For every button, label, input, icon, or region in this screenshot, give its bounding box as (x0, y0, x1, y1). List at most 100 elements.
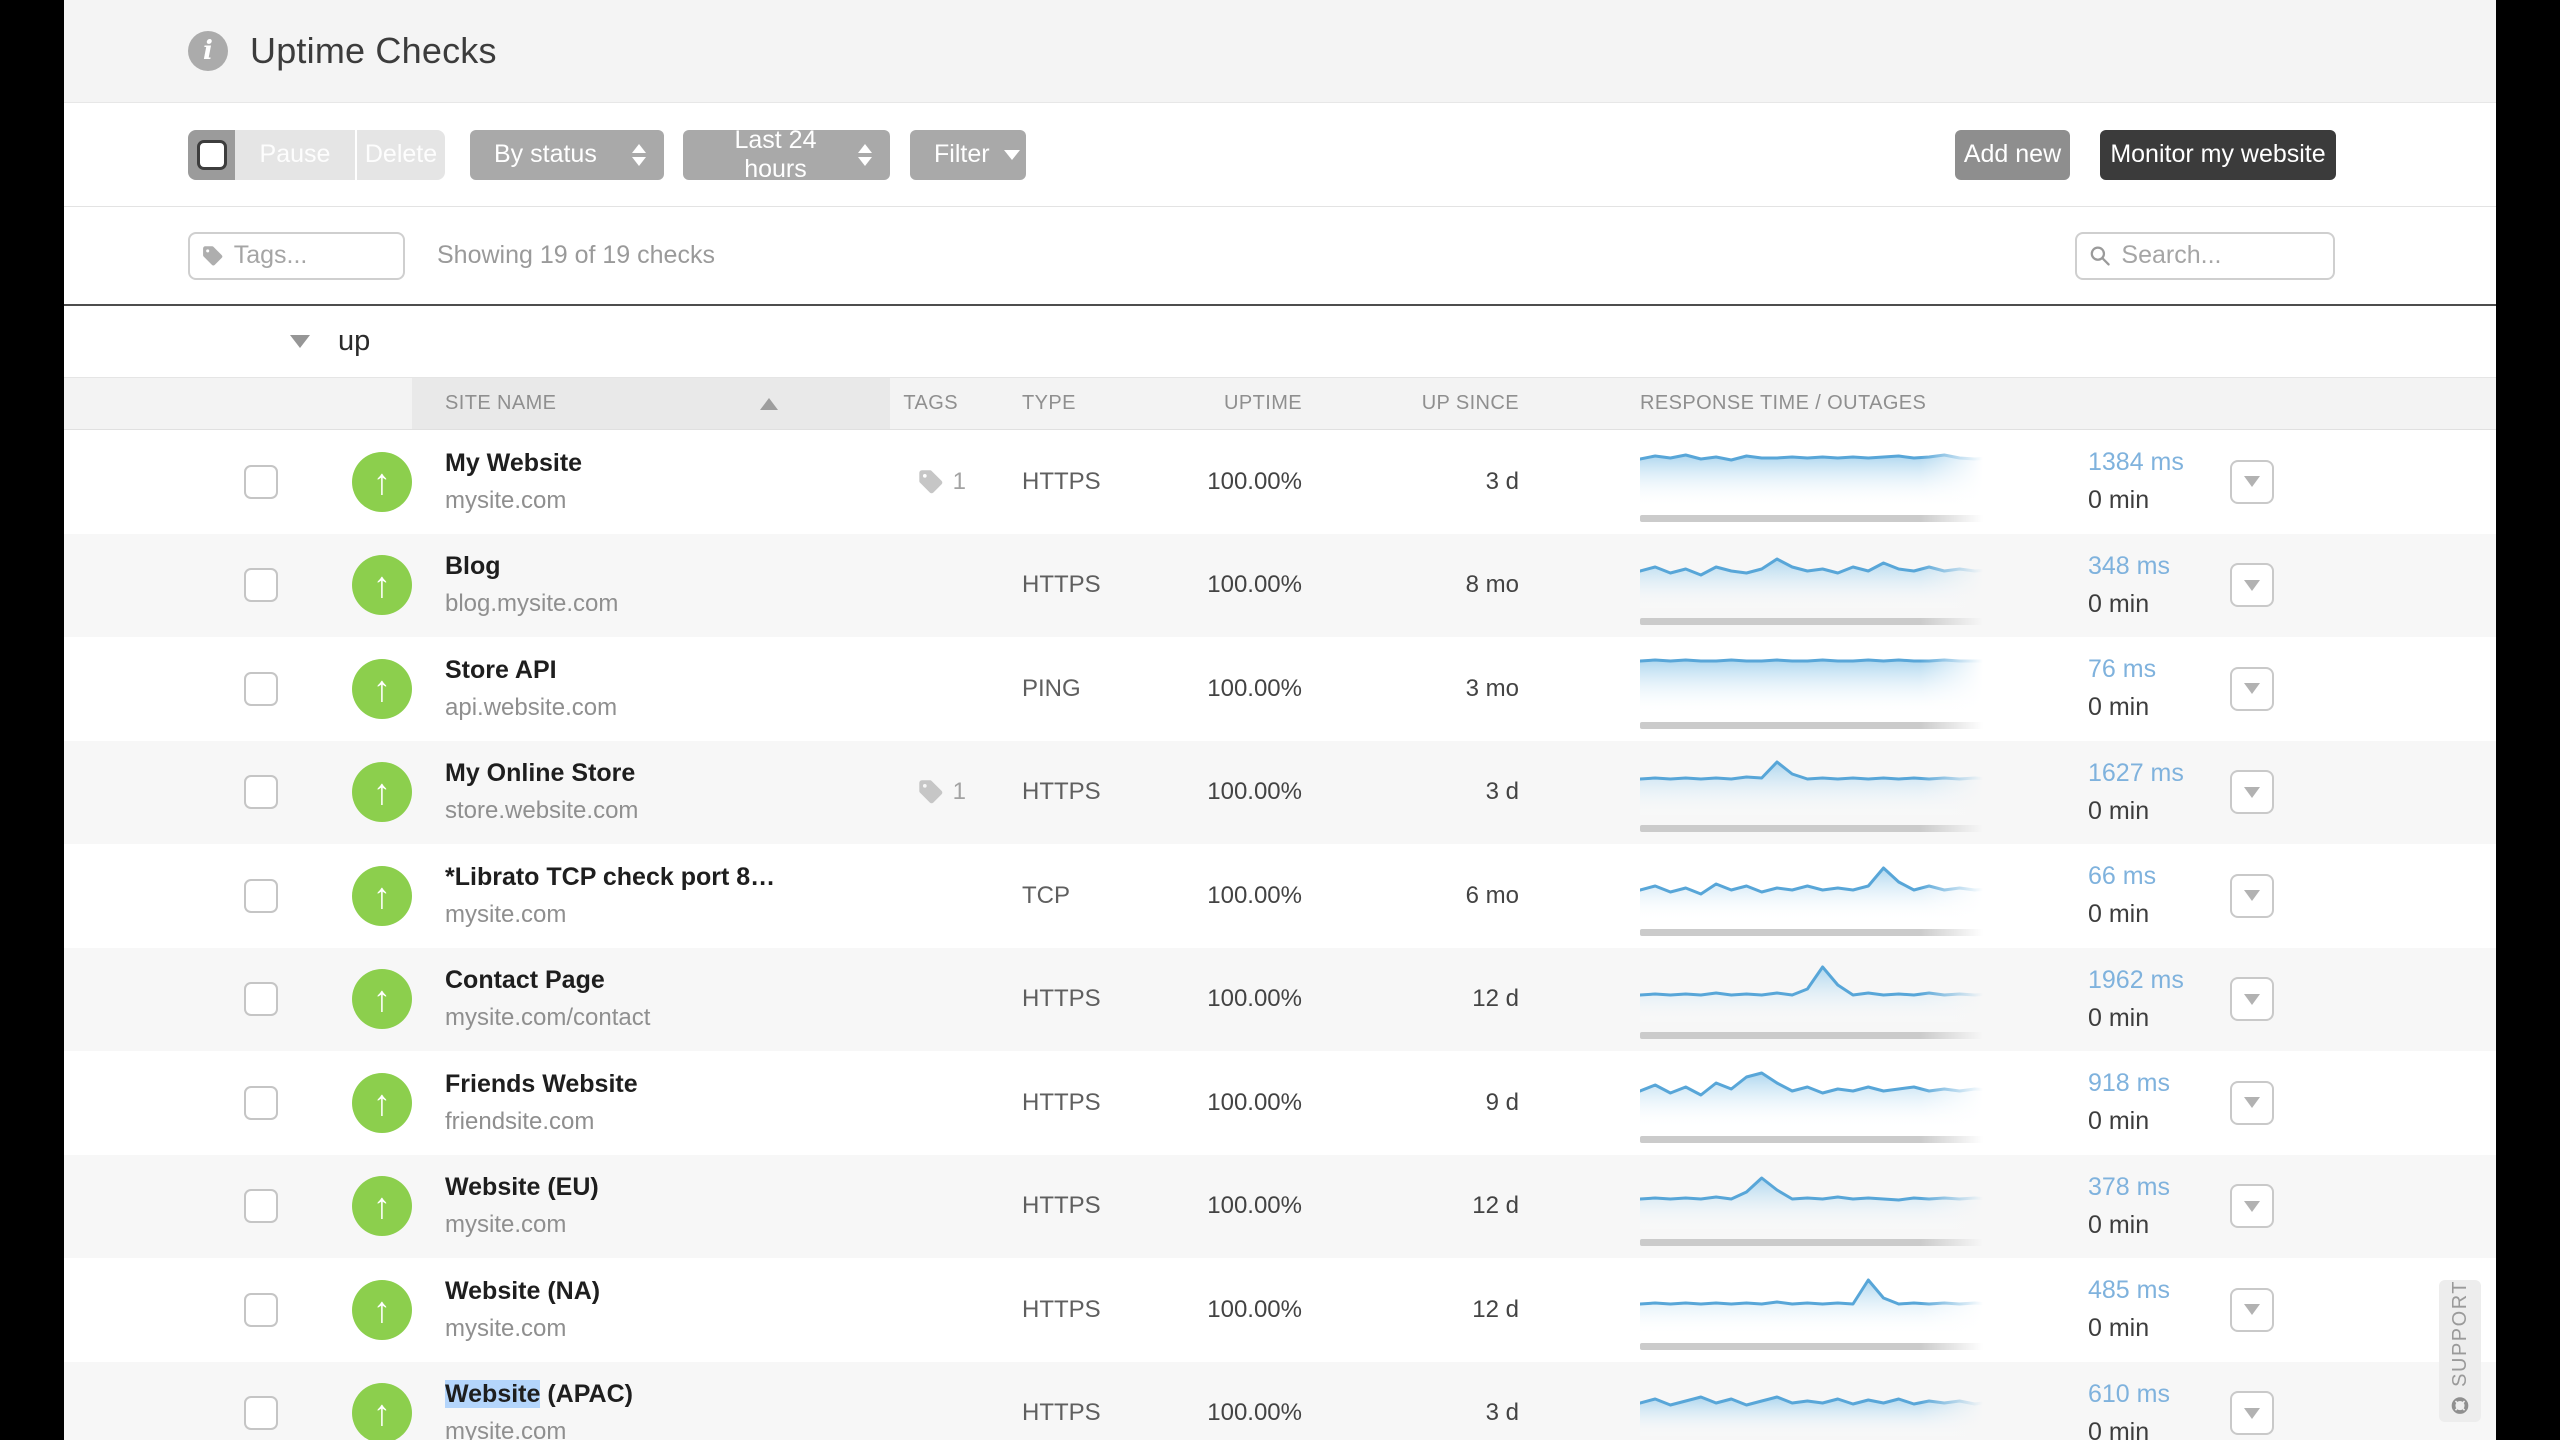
row-actions-dropdown[interactable] (2230, 1184, 2274, 1229)
collapse-group-icon[interactable] (290, 335, 310, 348)
column-header-site-name[interactable]: SITE NAME (412, 378, 890, 429)
row-checkbox[interactable] (244, 878, 278, 913)
column-header-up-since[interactable]: UP SINCE (1421, 392, 1519, 414)
title-bar: i Uptime Checks (64, 0, 2496, 103)
site-name-cell[interactable]: Contact Page mysite.com/contact (412, 966, 890, 1032)
status-up-icon: ↑ (352, 658, 412, 719)
check-type: HTTPS (1022, 1399, 1101, 1427)
column-header-uptime[interactable]: UPTIME (1224, 392, 1302, 414)
row-actions-dropdown[interactable] (2230, 1080, 2274, 1125)
site-name[interactable]: Friends Website (445, 1069, 638, 1098)
add-new-button[interactable]: Add new (1955, 129, 2070, 180)
site-name[interactable]: My Online Store (445, 759, 636, 788)
site-domain: mysite.com (445, 900, 567, 928)
site-name[interactable]: Website (APAC) (445, 1380, 633, 1409)
column-header-response-time[interactable]: RESPONSE TIME / OUTAGES (1640, 392, 1927, 414)
row-actions-dropdown[interactable] (2230, 459, 2274, 504)
row-checkbox[interactable] (244, 775, 278, 810)
site-name-cell[interactable]: My Website mysite.com (412, 449, 890, 515)
chart-fade-overlay (1920, 750, 1994, 835)
chart-fade-overlay (1920, 543, 1994, 628)
response-time-value[interactable]: 1384 ms (2088, 448, 2184, 477)
site-name-cell[interactable]: Website (EU) mysite.com (412, 1173, 890, 1239)
row-checkbox[interactable] (244, 1189, 278, 1224)
response-time-chart[interactable] (1640, 1164, 1994, 1249)
response-time-value[interactable]: 378 ms (2088, 1172, 2170, 1201)
response-time-chart[interactable] (1640, 1060, 1994, 1145)
response-cell: 918 ms 0 min (1990, 1069, 2230, 1136)
site-name-cell[interactable]: Website (NA) mysite.com (412, 1277, 890, 1343)
site-name-cell[interactable]: Blog blog.mysite.com (412, 552, 890, 618)
outage-bar (1640, 1239, 1990, 1247)
site-name[interactable]: Website (EU) (445, 1173, 599, 1202)
pause-button[interactable]: Pause (235, 129, 355, 180)
response-time-chart[interactable] (1640, 957, 1994, 1042)
status-up-icon: ↑ (352, 555, 412, 616)
delete-button[interactable]: Delete (355, 129, 445, 180)
tag-icon (918, 780, 942, 804)
site-name-cell[interactable]: My Online Store store.website.com (412, 759, 890, 825)
tags-input[interactable] (233, 241, 393, 270)
chevron-down-icon (2244, 993, 2260, 1005)
select-all-segment[interactable] (188, 129, 235, 180)
row-checkbox[interactable] (244, 671, 278, 706)
chart-fade-overlay (1920, 1060, 1994, 1145)
site-name-cell[interactable]: *Librato TCP check port 8… mysite.com (412, 863, 890, 929)
row-actions-dropdown[interactable] (2230, 977, 2274, 1022)
site-name-cell[interactable]: Friends Website friendsite.com (412, 1070, 890, 1136)
info-icon[interactable]: i (188, 31, 228, 71)
response-time-value[interactable]: 348 ms (2088, 551, 2170, 580)
row-checkbox[interactable] (244, 1292, 278, 1327)
site-name[interactable]: Store API (445, 655, 557, 684)
column-header-type[interactable]: TYPE (1022, 392, 1076, 414)
status-up-icon: ↑ (352, 1176, 412, 1237)
response-time-value[interactable]: 485 ms (2088, 1276, 2170, 1305)
monitor-my-website-button[interactable]: Monitor my website (2100, 129, 2336, 180)
row-actions-dropdown[interactable] (2230, 1391, 2274, 1436)
row-actions-dropdown[interactable] (2230, 1287, 2274, 1332)
response-time-chart[interactable] (1640, 1371, 1994, 1440)
row-actions-dropdown[interactable] (2230, 666, 2274, 711)
response-time-chart[interactable] (1640, 750, 1994, 835)
response-time-value[interactable]: 76 ms (2088, 655, 2157, 684)
row-checkbox[interactable] (244, 982, 278, 1017)
row-actions-dropdown[interactable] (2230, 563, 2274, 608)
search-input-box[interactable] (2075, 231, 2335, 280)
site-name[interactable]: Blog (445, 552, 501, 581)
support-tab[interactable]: SUPPORT (2439, 1280, 2481, 1422)
tags-input-box[interactable] (188, 231, 405, 280)
response-time-value[interactable]: 1627 ms (2088, 758, 2184, 787)
column-header-tags[interactable]: TAGS (903, 392, 958, 414)
response-time-value[interactable]: 66 ms (2088, 862, 2157, 891)
uptime-value: 100.00% (1207, 881, 1302, 909)
row-checkbox[interactable] (244, 1396, 278, 1431)
uptime-value: 100.00% (1207, 985, 1302, 1013)
filter-dropdown[interactable]: Filter (910, 129, 1026, 180)
site-name[interactable]: Website (NA) (445, 1276, 601, 1305)
row-checkbox[interactable] (244, 1085, 278, 1120)
row-checkbox[interactable] (244, 568, 278, 603)
site-name[interactable]: Contact Page (445, 966, 605, 995)
time-range-select[interactable]: Last 24 hours (683, 126, 890, 183)
response-time-chart[interactable] (1640, 646, 1994, 731)
by-status-select[interactable]: By status (470, 129, 664, 180)
search-input[interactable] (2121, 241, 2323, 270)
site-name[interactable]: *Librato TCP check port 8… (445, 862, 776, 891)
response-time-chart[interactable] (1640, 543, 1994, 628)
site-name[interactable]: My Website (445, 448, 583, 477)
response-time-chart[interactable] (1640, 439, 1994, 524)
row-actions-dropdown[interactable] (2230, 770, 2274, 815)
response-time-chart[interactable] (1640, 853, 1994, 938)
row-actions-dropdown[interactable] (2230, 873, 2274, 918)
select-all-checkbox[interactable] (196, 139, 227, 170)
response-time-chart[interactable] (1640, 1267, 1994, 1352)
site-name-cell[interactable]: Store API api.website.com (412, 656, 890, 722)
response-time-value[interactable]: 610 ms (2088, 1379, 2170, 1408)
time-range-label: Last 24 hours (734, 125, 817, 183)
check-row: ↑ Store API api.website.com PING 100.00%… (64, 637, 2496, 741)
response-time-value[interactable]: 1962 ms (2088, 965, 2184, 994)
site-name-cell[interactable]: Website (APAC) mysite.com (412, 1380, 890, 1440)
outage-bar (1640, 721, 1990, 729)
response-time-value[interactable]: 918 ms (2088, 1069, 2170, 1098)
row-checkbox[interactable] (244, 464, 278, 499)
